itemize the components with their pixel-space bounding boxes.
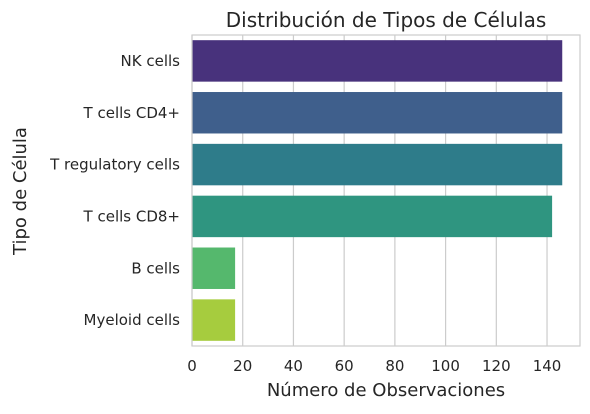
y-tick-label-b-cells: B cells (131, 259, 180, 277)
x-tick-label-100: 100 (431, 357, 460, 375)
y-tick-labels: NK cells T cells CD4+ T regulatory cells T … (49, 52, 180, 329)
x-tick-label-40: 40 (284, 357, 303, 375)
bar-nk-cells (192, 40, 563, 82)
x-tick-label-0: 0 (187, 357, 197, 375)
grid-lines (191, 35, 548, 346)
y-tick-label-t-cells-cd4: T cells CD4+ (83, 104, 180, 122)
bars (192, 40, 563, 341)
y-tick-label-t-cells-cd8: T cells CD8+ (83, 207, 180, 225)
x-tick-label-20: 20 (233, 357, 252, 375)
x-tick-labels: 0 20 40 60 80 100 120 140 (187, 357, 561, 375)
y-tick-label-t-regulatory-cells: T regulatory cells (49, 156, 180, 174)
y-axis-label: Tipo de Célula (10, 127, 31, 256)
bar-b-cells (192, 247, 236, 289)
x-tick-label-140: 140 (533, 357, 562, 375)
bar-t-cells-cd4 (192, 92, 563, 134)
x-axis-label: Número de Observaciones (267, 380, 505, 401)
bar-myeloid-cells (192, 299, 236, 341)
bar-t-cells-cd8 (192, 195, 553, 238)
y-tick-label-myeloid-cells: Myeloid cells (84, 311, 181, 329)
y-tick-label-nk-cells: NK cells (121, 52, 181, 70)
x-tick-label-60: 60 (335, 357, 354, 375)
bar-t-regulatory-cells (192, 143, 563, 186)
x-tick-label-80: 80 (385, 357, 404, 375)
plot-frame (191, 34, 581, 347)
x-tick-label-120: 120 (482, 357, 511, 375)
chart-title: Distribución de Tipos de Células (226, 8, 547, 32)
